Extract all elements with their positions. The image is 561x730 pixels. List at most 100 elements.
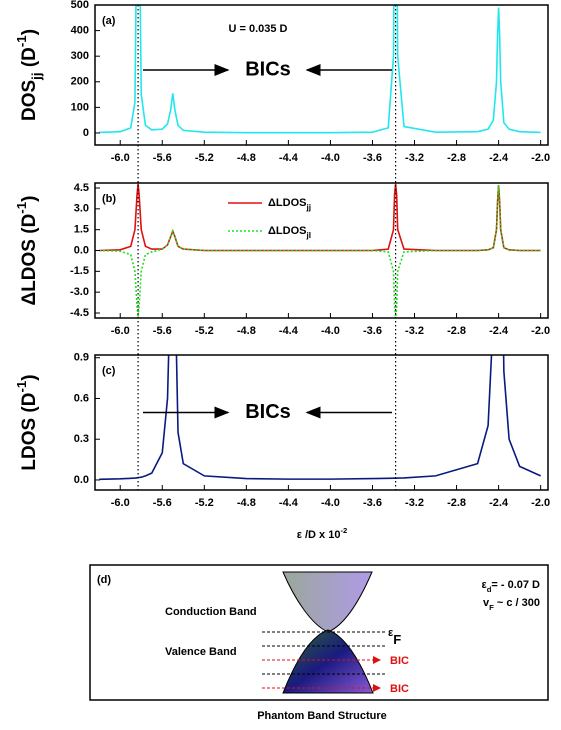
- x-tick-label: -4.8: [237, 497, 256, 509]
- panel-label: (c): [102, 365, 116, 377]
- x-tick-label: -3.2: [405, 325, 424, 337]
- label-part: = - 0.07 D: [491, 579, 540, 591]
- x-tick-label: -4.8: [237, 152, 256, 164]
- x-tick-label: -3.2: [405, 497, 424, 509]
- x-tick-label: -4.8: [237, 325, 256, 337]
- y-tick-label: 300: [71, 50, 89, 62]
- y-axis-label: ΔLDOS (D-1): [14, 196, 40, 306]
- plot-frame: [94, 354, 549, 491]
- label-part: v: [483, 597, 490, 609]
- conduction-band: [282, 571, 373, 633]
- label-part: -1: [14, 380, 29, 392]
- y-tick-label: 0.9: [74, 352, 89, 364]
- fermi-label: εF: [388, 627, 401, 647]
- x-tick-label: -4.0: [321, 325, 340, 337]
- data-line: [99, 183, 541, 252]
- y-tick-label: -3.0: [70, 286, 89, 298]
- x-tick-label: -5.6: [153, 152, 172, 164]
- plot-frame: [94, 4, 549, 146]
- annotation: U = 0.035 D: [228, 23, 287, 35]
- x-tick-label: -5.6: [153, 325, 172, 337]
- y-tick-label: 0.0: [74, 244, 89, 256]
- band-label: Conduction Band: [165, 606, 257, 618]
- x-tick-label: -4.4: [279, 497, 299, 509]
- x-tick-label: -3.6: [363, 497, 382, 509]
- x-tick-label: -2.4: [489, 325, 509, 337]
- label-part: DOS: [19, 80, 40, 121]
- label-part: jj: [29, 72, 44, 80]
- annotation: BICs: [245, 401, 291, 423]
- panel-label: (d): [97, 574, 111, 586]
- data-line: [99, 355, 541, 481]
- legend-name: ΔLDOS: [268, 197, 306, 209]
- label-part: -2: [340, 526, 347, 535]
- x-tick-label: -2.0: [531, 325, 550, 337]
- label-part: ε: [481, 579, 487, 591]
- data-line: [99, 5, 541, 134]
- x-tick-label: -5.2: [195, 152, 214, 164]
- x-tick-label: -4.0: [321, 152, 340, 164]
- x-tick-label: -5.6: [153, 497, 172, 509]
- diagram: (d) Conduction Band Valence Band εF BIC …: [89, 564, 549, 722]
- y-tick-label: 0.0: [74, 474, 89, 486]
- y-tick-label: 500: [71, 0, 89, 11]
- x-tick-label: -2.8: [447, 325, 466, 337]
- parameter: εd= - 0.07 D: [481, 579, 540, 594]
- label-part: ε /D x 10: [297, 529, 341, 541]
- legend-subscript: jj: [305, 203, 311, 212]
- x-axis-label: ε /D x 10-2: [297, 526, 348, 541]
- y-tick-label: 0.3: [74, 433, 89, 445]
- x-tick-label: -2.8: [447, 497, 466, 509]
- annotation: BICs: [245, 58, 291, 80]
- label-part: F: [489, 603, 494, 612]
- x-tick-label: -2.4: [489, 152, 509, 164]
- label-part: -1: [14, 35, 29, 47]
- x-tick-label: -6.0: [111, 152, 130, 164]
- x-tick-label: -3.6: [363, 325, 382, 337]
- y-tick-label: 0.6: [74, 392, 89, 404]
- diagram-title: Phantom Band Structure: [257, 710, 387, 722]
- legend-label: ΔLDOSjl: [268, 225, 311, 240]
- x-tick-label: -3.6: [363, 152, 382, 164]
- valence-band: [282, 629, 374, 694]
- label-part: LDOS (D: [19, 393, 40, 471]
- x-tick-label: -6.0: [111, 325, 130, 337]
- band-label: Valence Band: [165, 646, 237, 658]
- x-tick-label: -3.2: [405, 152, 424, 164]
- x-tick-label: -6.0: [111, 497, 130, 509]
- panel-label: (b): [102, 193, 116, 205]
- label-part: ): [19, 374, 40, 380]
- levels: [262, 631, 385, 692]
- legend-label: ΔLDOSjj: [268, 197, 311, 212]
- label-part: d: [487, 585, 492, 594]
- x-tick-label: -5.2: [195, 325, 214, 337]
- x-tick-label: -2.0: [531, 152, 550, 164]
- parameter: vF ~ c / 300: [483, 597, 540, 612]
- label-part: ): [19, 29, 40, 35]
- bic-label: BIC: [390, 683, 409, 695]
- x-tick-label: -2.4: [489, 497, 509, 509]
- x-tick-label: -2.8: [447, 152, 466, 164]
- panel-label: (a): [102, 15, 116, 27]
- y-axis-label: LDOS (D-1): [14, 374, 40, 470]
- x-tick-label: -5.2: [195, 497, 214, 509]
- legend-subscript: jl: [305, 231, 311, 240]
- x-tick-label: -4.0: [321, 497, 340, 509]
- y-tick-label: 0: [83, 127, 89, 139]
- y-tick-label: 400: [71, 25, 89, 37]
- label-part: (D: [19, 47, 40, 72]
- label-part: -1: [14, 201, 29, 213]
- diagram-frame: [89, 564, 549, 701]
- legend-name: ΔLDOS: [268, 225, 306, 237]
- y-tick-label: -4.5: [70, 307, 89, 319]
- bic-label: BIC: [390, 655, 409, 667]
- label-part: ): [19, 196, 40, 202]
- y-tick-label: 3.0: [74, 203, 89, 215]
- label-part: ~ c / 300: [494, 597, 540, 609]
- y-tick-label: 4.5: [74, 182, 89, 194]
- y-tick-label: 1.5: [74, 224, 89, 236]
- y-tick-label: 200: [71, 76, 89, 88]
- x-tick-label: -2.0: [531, 497, 550, 509]
- y-tick-label: 100: [71, 101, 89, 113]
